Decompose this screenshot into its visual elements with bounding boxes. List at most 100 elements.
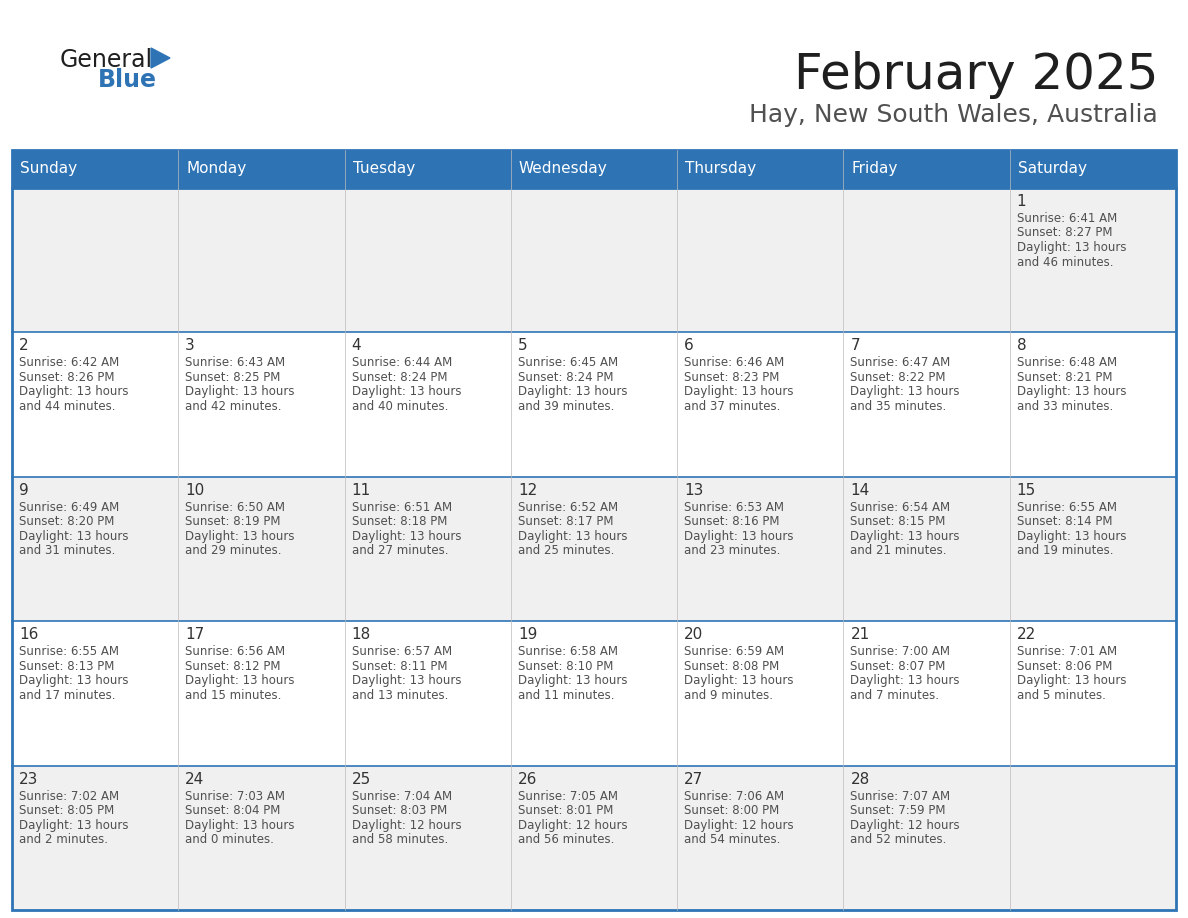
Text: Sunset: 8:24 PM: Sunset: 8:24 PM [518, 371, 613, 384]
Text: Sunrise: 6:42 AM: Sunrise: 6:42 AM [19, 356, 119, 369]
Bar [1010, 621, 1176, 766]
Text: Daylight: 13 hours: Daylight: 13 hours [1017, 530, 1126, 543]
Text: and 11 minutes.: and 11 minutes. [518, 688, 614, 701]
Text: and 35 minutes.: and 35 minutes. [851, 400, 947, 413]
Text: Sunrise: 6:43 AM: Sunrise: 6:43 AM [185, 356, 285, 369]
Text: Sunrise: 7:01 AM: Sunrise: 7:01 AM [1017, 645, 1117, 658]
Text: Sunrise: 6:55 AM: Sunrise: 6:55 AM [1017, 501, 1117, 514]
Text: Sunset: 8:19 PM: Sunset: 8:19 PM [185, 515, 280, 528]
Bar [12, 188, 178, 332]
Text: 24: 24 [185, 772, 204, 787]
Text: 11: 11 [352, 483, 371, 498]
Text: Sunrise: 6:54 AM: Sunrise: 6:54 AM [851, 501, 950, 514]
Bar [345, 476, 511, 621]
Bar [843, 332, 1010, 476]
Text: Sunrise: 7:06 AM: Sunrise: 7:06 AM [684, 789, 784, 802]
Text: 14: 14 [851, 483, 870, 498]
Text: 10: 10 [185, 483, 204, 498]
Bar [511, 766, 677, 910]
Text: 1: 1 [1017, 194, 1026, 209]
Text: and 19 minutes.: and 19 minutes. [1017, 544, 1113, 557]
Text: Daylight: 13 hours: Daylight: 13 hours [19, 819, 128, 832]
Text: 22: 22 [1017, 627, 1036, 643]
Text: and 0 minutes.: and 0 minutes. [185, 834, 274, 846]
Text: Sunday: Sunday [20, 162, 77, 176]
Text: Sunset: 8:06 PM: Sunset: 8:06 PM [1017, 660, 1112, 673]
Text: Sunset: 8:01 PM: Sunset: 8:01 PM [518, 804, 613, 817]
Bar [677, 766, 843, 910]
Text: and 58 minutes.: and 58 minutes. [352, 834, 448, 846]
Text: and 25 minutes.: and 25 minutes. [518, 544, 614, 557]
Text: 16: 16 [19, 627, 38, 643]
Text: February 2025: February 2025 [794, 51, 1158, 99]
Text: and 54 minutes.: and 54 minutes. [684, 834, 781, 846]
Text: 3: 3 [185, 339, 195, 353]
Text: Sunset: 8:08 PM: Sunset: 8:08 PM [684, 660, 779, 673]
Text: and 40 minutes.: and 40 minutes. [352, 400, 448, 413]
Bar [1010, 150, 1176, 188]
Text: Daylight: 13 hours: Daylight: 13 hours [185, 819, 295, 832]
Text: Sunset: 8:16 PM: Sunset: 8:16 PM [684, 515, 779, 528]
Text: Daylight: 12 hours: Daylight: 12 hours [684, 819, 794, 832]
Text: and 56 minutes.: and 56 minutes. [518, 834, 614, 846]
Text: Sunrise: 6:56 AM: Sunrise: 6:56 AM [185, 645, 285, 658]
Bar [345, 150, 511, 188]
Bar [178, 188, 345, 332]
Text: Sunrise: 7:03 AM: Sunrise: 7:03 AM [185, 789, 285, 802]
Text: 21: 21 [851, 627, 870, 643]
Text: 25: 25 [352, 772, 371, 787]
Text: Saturday: Saturday [1018, 162, 1087, 176]
Text: Daylight: 13 hours: Daylight: 13 hours [1017, 241, 1126, 254]
Bar [677, 188, 843, 332]
Text: Sunset: 8:05 PM: Sunset: 8:05 PM [19, 804, 114, 817]
Bar [178, 332, 345, 476]
Text: Sunset: 8:13 PM: Sunset: 8:13 PM [19, 660, 114, 673]
Text: and 23 minutes.: and 23 minutes. [684, 544, 781, 557]
Text: Blue: Blue [97, 68, 157, 92]
Text: and 31 minutes.: and 31 minutes. [19, 544, 115, 557]
Text: Sunrise: 6:48 AM: Sunrise: 6:48 AM [1017, 356, 1117, 369]
Text: 18: 18 [352, 627, 371, 643]
Bar [1010, 766, 1176, 910]
Text: Sunset: 8:22 PM: Sunset: 8:22 PM [851, 371, 946, 384]
Text: and 29 minutes.: and 29 minutes. [185, 544, 282, 557]
Text: Daylight: 13 hours: Daylight: 13 hours [518, 386, 627, 398]
Text: and 44 minutes.: and 44 minutes. [19, 400, 115, 413]
Text: and 27 minutes.: and 27 minutes. [352, 544, 448, 557]
Text: and 5 minutes.: and 5 minutes. [1017, 688, 1106, 701]
Text: and 33 minutes.: and 33 minutes. [1017, 400, 1113, 413]
Bar [843, 188, 1010, 332]
Text: Sunset: 8:12 PM: Sunset: 8:12 PM [185, 660, 280, 673]
Bar [843, 476, 1010, 621]
Bar [178, 621, 345, 766]
Text: and 52 minutes.: and 52 minutes. [851, 834, 947, 846]
Text: Sunset: 8:00 PM: Sunset: 8:00 PM [684, 804, 779, 817]
Bar [511, 621, 677, 766]
Text: Sunrise: 6:47 AM: Sunrise: 6:47 AM [851, 356, 950, 369]
Text: 5: 5 [518, 339, 527, 353]
Text: Daylight: 13 hours: Daylight: 13 hours [352, 386, 461, 398]
Text: 28: 28 [851, 772, 870, 787]
Text: and 13 minutes.: and 13 minutes. [352, 688, 448, 701]
Text: Sunrise: 7:07 AM: Sunrise: 7:07 AM [851, 789, 950, 802]
Text: 9: 9 [19, 483, 29, 498]
Text: Daylight: 13 hours: Daylight: 13 hours [1017, 674, 1126, 688]
Text: Daylight: 13 hours: Daylight: 13 hours [19, 674, 128, 688]
Text: Sunrise: 6:46 AM: Sunrise: 6:46 AM [684, 356, 784, 369]
Bar [178, 150, 345, 188]
Text: Daylight: 12 hours: Daylight: 12 hours [851, 819, 960, 832]
Text: and 2 minutes.: and 2 minutes. [19, 834, 108, 846]
Bar [511, 332, 677, 476]
Text: Daylight: 13 hours: Daylight: 13 hours [185, 386, 295, 398]
Text: Daylight: 13 hours: Daylight: 13 hours [684, 674, 794, 688]
Text: Sunrise: 6:50 AM: Sunrise: 6:50 AM [185, 501, 285, 514]
Text: and 46 minutes.: and 46 minutes. [1017, 255, 1113, 268]
Bar [511, 476, 677, 621]
Text: Sunrise: 6:51 AM: Sunrise: 6:51 AM [352, 501, 451, 514]
Bar [178, 476, 345, 621]
Bar [12, 150, 1176, 910]
Text: Sunset: 8:21 PM: Sunset: 8:21 PM [1017, 371, 1112, 384]
Text: Thursday: Thursday [685, 162, 757, 176]
Text: Sunrise: 6:55 AM: Sunrise: 6:55 AM [19, 645, 119, 658]
Bar [12, 621, 178, 766]
